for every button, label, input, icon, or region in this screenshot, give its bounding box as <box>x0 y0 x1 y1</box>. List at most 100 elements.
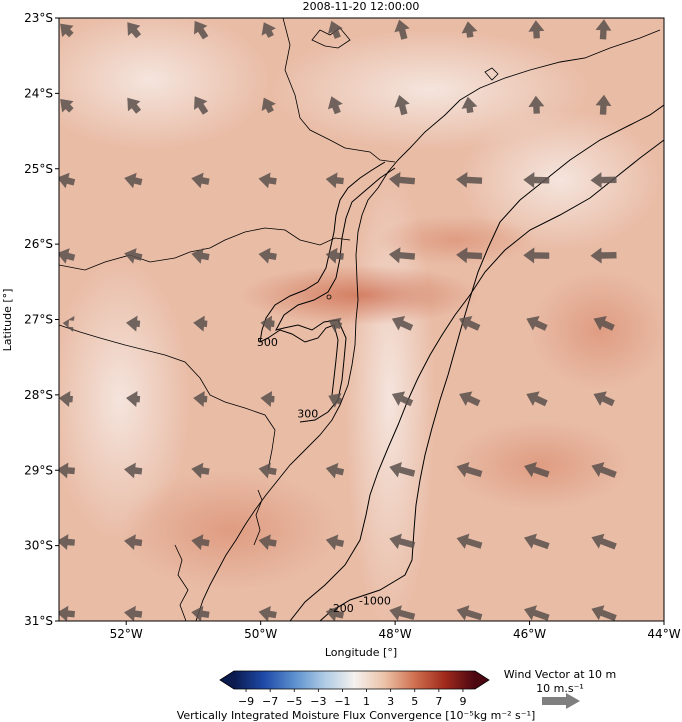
colorbar-label: Vertically Integrated Moisture Flux Conv… <box>177 709 536 722</box>
wind-arrow-icon <box>258 462 277 479</box>
y-tick-label: 25°S <box>24 162 53 176</box>
state-border <box>59 324 276 471</box>
y-axis: 23°S 24°S 25°S 26°S 27°S 28°S 29°S 30°S 31°S <box>24 11 59 628</box>
wind-arrow-icon <box>124 248 143 264</box>
wind-arrow-icon <box>391 316 414 331</box>
wind-arrow-icon <box>191 462 210 479</box>
y-tick-label: 28°S <box>24 388 53 402</box>
wind-arrow-icon <box>526 391 548 407</box>
wind-arrow-icon <box>389 462 416 478</box>
wind-arrow-icon <box>260 315 275 332</box>
map-title: 2008-11-20 12:00:00 <box>303 0 420 13</box>
colorbar-tick-label: −1 <box>334 695 350 708</box>
wind-arrow-icon <box>456 172 483 188</box>
contour-label: 500 <box>257 336 278 349</box>
terrain-contour-300 <box>275 167 396 423</box>
bathymetry-contour-200 <box>289 139 664 621</box>
wind-arrow-icon <box>591 533 617 550</box>
wind-arrow-icon <box>325 462 345 479</box>
field-highlight <box>59 18 270 150</box>
wind-arrow-icon <box>191 605 210 621</box>
y-tick-label: 27°S <box>24 313 53 327</box>
wind-arrow-icon <box>258 247 277 264</box>
wind-arrow-icon <box>60 99 74 113</box>
terrain-contour-500 <box>259 161 386 396</box>
wind-arrow-icon <box>591 605 617 621</box>
wind-arrow-icon <box>191 534 210 551</box>
colorbar-tick-label: 1 <box>363 695 370 708</box>
quiver-key-arrow-icon <box>542 693 580 709</box>
field-highlight <box>240 265 480 325</box>
wind-arrow-icon <box>394 19 410 40</box>
wind-arrow-icon <box>523 247 550 264</box>
wind-arrow-icon <box>461 21 478 38</box>
wind-arrow-icon <box>260 391 275 407</box>
wind-arrow-icon <box>59 248 76 264</box>
state-border <box>174 544 189 621</box>
wind-arrow-icon <box>59 391 73 407</box>
wind-arrow-icon <box>523 172 550 188</box>
wind-arrow-icon <box>389 605 416 621</box>
colorbar-tick-label: 9 <box>459 695 466 708</box>
wind-arrow-icon <box>459 391 481 407</box>
y-tick-label: 29°S <box>24 463 53 477</box>
y-axis-label: Latitude [°] <box>1 289 14 352</box>
y-tick-label: 26°S <box>24 237 53 251</box>
wind-arrow-icon <box>456 533 483 549</box>
wind-arrow-icon <box>459 316 481 331</box>
wind-arrow-icon <box>60 23 74 38</box>
island <box>484 67 499 81</box>
wind-arrow-icon <box>325 606 345 621</box>
x-tick-label: 52°W <box>110 627 143 641</box>
wind-arrow-icon <box>126 391 141 407</box>
wind-arrow-icon <box>124 605 143 621</box>
y-tick-label: 23°S <box>24 11 53 25</box>
contour-label: -200 <box>329 602 354 615</box>
wind-arrow-icon <box>325 247 344 264</box>
contour-labels: 500 300 -200 -1000 <box>257 336 391 615</box>
wind-arrow-icon <box>456 462 483 478</box>
field-highlight <box>59 260 190 540</box>
colorbar-tick-label: −9 <box>238 695 254 708</box>
y-tick-label: 30°S <box>24 539 53 553</box>
x-tick-label: 44°W <box>647 627 680 641</box>
wind-arrow-icon <box>526 316 548 331</box>
island <box>326 294 332 300</box>
wind-arrow-icon <box>261 97 276 114</box>
map-plot-area <box>59 18 664 621</box>
wind-arrow-icon <box>191 172 210 189</box>
y-tick-label: 24°S <box>24 86 53 100</box>
field-highlight <box>450 420 630 510</box>
wind-arrow-icon <box>524 533 550 550</box>
wind-arrow-icon <box>528 20 545 39</box>
wind-arrow-icon <box>388 171 416 188</box>
wind-arrow-icon <box>194 20 209 40</box>
wind-arrow-icon <box>456 247 483 264</box>
wind-arrow-icon <box>389 533 416 550</box>
wind-arrow-icon <box>59 534 75 550</box>
colorbar-tick-label: −5 <box>286 695 302 708</box>
wind-arrow-icon <box>328 317 343 333</box>
colorbar-tick-label: 7 <box>435 695 442 708</box>
quiver-key-title: Wind Vector at 10 m <box>504 668 616 681</box>
x-axis-label: Longitude [°] <box>325 646 397 659</box>
coastline <box>195 29 661 621</box>
wind-arrow-icon <box>124 172 143 189</box>
wind-arrow-icon <box>391 391 414 407</box>
wind-arrow-icon <box>461 96 478 114</box>
quiver-key-label: 10 m.s⁻¹ <box>536 682 584 695</box>
wind-arrow-icon <box>325 172 344 189</box>
colorbar-extend-high <box>475 671 489 689</box>
field-highlight <box>530 270 664 390</box>
wind-arrow-icon <box>59 172 76 189</box>
x-tick-label: 48°W <box>379 627 412 641</box>
wind-arrow-icon <box>261 22 276 38</box>
wind-arrow-icon <box>258 534 277 551</box>
bathymetry-contour-1000 <box>319 104 664 621</box>
colorbar-extend-low <box>220 671 234 689</box>
x-tick-label: 50°W <box>244 627 277 641</box>
wind-arrow-icon <box>456 605 483 621</box>
wind-arrow-icon <box>126 315 141 332</box>
colorbar-tick-label: −7 <box>262 695 278 708</box>
